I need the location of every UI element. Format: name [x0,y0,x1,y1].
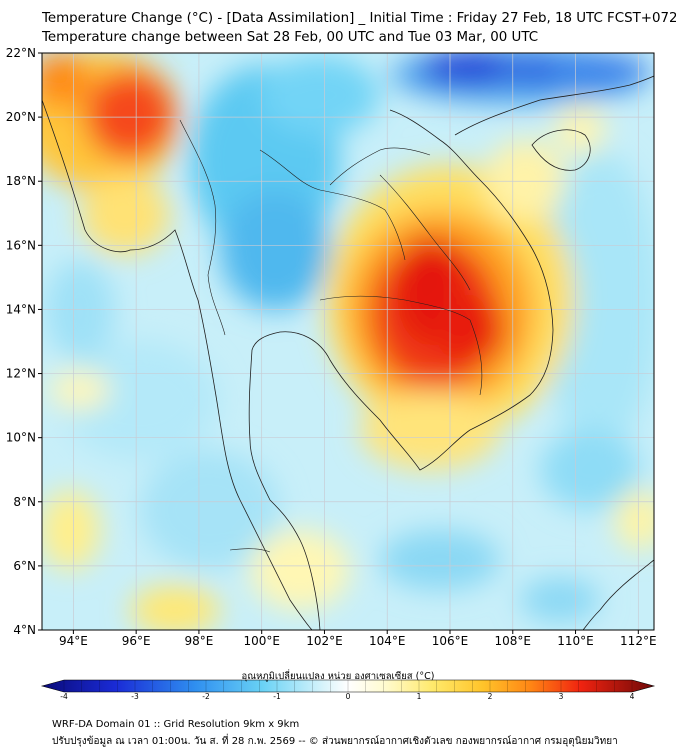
border-thailand-laos [259,149,406,261]
lon-label: 110°E [557,634,594,648]
china-coastline [454,75,654,136]
border-cambodia [319,295,483,396]
gulf-coastline [248,109,554,630]
lat-label: 18°N [6,174,36,188]
lon-label: 106°E [432,634,469,648]
lat-label: 4°N [13,623,36,637]
colorbar-tick-label: 3 [558,692,564,701]
map-title: Temperature Change (°C) - [Data Assimila… [42,11,676,26]
colorbar-tick-label: -2 [202,692,210,701]
footer-credit: ปรับปรุงข้อมูล ณ เวลา 01:00น. วัน ส. ที่… [52,736,618,747]
colorbar-tick-label: -4 [60,692,68,701]
lat-label: 20°N [6,110,36,124]
graticule [42,53,654,630]
lon-label: 108°E [495,634,532,648]
border-china-laos [329,147,431,186]
colorbar-tick-label: 2 [487,692,493,701]
mainland-coastline [42,99,313,630]
colorbar-tick-label: 4 [629,692,635,701]
map-frame [41,52,655,631]
border-laos-vietnam [379,174,471,291]
lat-label: 10°N [6,431,36,445]
colorbar-tick-label: -3 [131,692,139,701]
colorbar-tick-label: 1 [416,692,422,701]
borneo-coastline [582,559,654,630]
latitude-labels: 22°N 20°N 18°N 16°N 14°N 12°N 10°N 8°N 6°N 4°N [6,46,36,637]
border-myanmar-thailand [179,119,226,336]
lon-label: 98°E [184,634,213,648]
colorbar [40,679,656,693]
lon-label: 102°E [306,634,343,648]
lat-label: 14°N [6,302,36,316]
lat-label: 22°N [6,46,36,60]
axis-ticks [38,52,639,634]
country-borders [179,119,483,553]
footer-resolution: WRF-DA Domain 01 :: Grid Resolution 9km … [52,719,300,730]
colorbar-bar [40,679,656,693]
temperature-field [42,53,654,630]
coastlines [42,75,654,630]
colorbar-tick-label: -1 [273,692,281,701]
colorbar-label: อุณหภูมิเปลี่ยนแปลง หน่วย องศาเซลเซียส (… [241,671,435,682]
lon-label: 100°E [243,634,280,648]
lat-label: 8°N [13,495,36,509]
lat-label: 12°N [6,367,36,381]
lat-label: 6°N [13,559,36,573]
border-thai-malaysia [229,548,271,553]
lon-label: 104°E [369,634,406,648]
hainan-island [531,129,591,171]
longitude-labels: 94°E 96°E 98°E 100°E 102°E 104°E 106°E 108°E 110… [59,634,657,648]
colorbar-tick-label: 0 [345,692,351,701]
map-subtitle: Temperature change between Sat 28 Feb, 0… [42,30,539,45]
colorbar-ticks [63,680,633,692]
lon-label: 96°E [122,634,151,648]
lon-label: 112°E [620,634,657,648]
lat-label: 16°N [6,238,36,252]
lon-label: 94°E [59,634,88,648]
